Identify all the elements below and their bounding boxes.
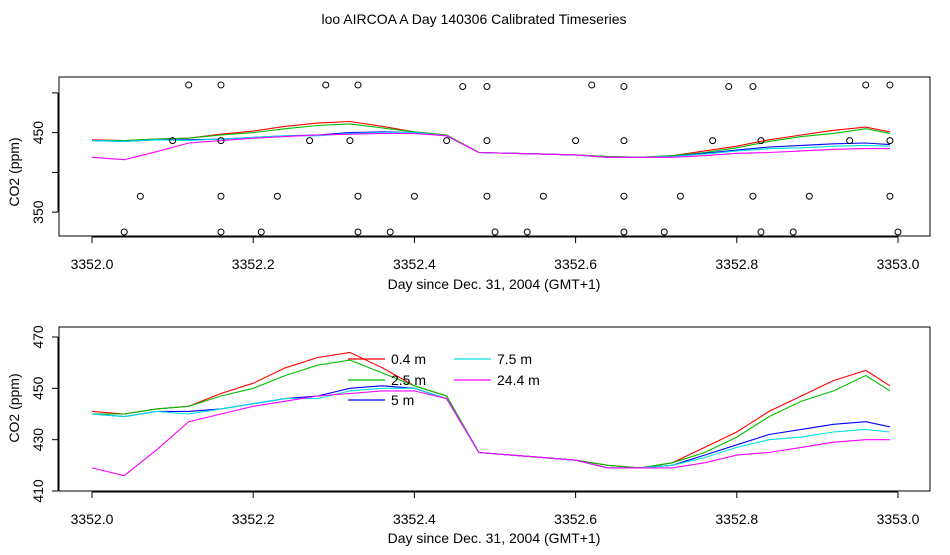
top-y-axis-label: CO2 (ppm) (6, 137, 22, 206)
top-point-marker (273, 192, 281, 200)
top-point-marker (709, 137, 717, 145)
top-point-marker (620, 192, 628, 200)
top-point-marker (354, 81, 362, 89)
top-point-marker (588, 81, 596, 89)
legend-label-24-4m: 24.4 m (497, 372, 540, 388)
bottom-axes: 3352.0 3352.2 3352.4 3352.6 3352.8 3353.0 410 4… (30, 325, 920, 527)
top-point-marker (120, 228, 128, 236)
top-point-marker (306, 137, 314, 145)
top-point-marker (846, 137, 854, 145)
top-point-marker (539, 192, 547, 200)
top-series-line-24-4m (91, 132, 890, 161)
top-point-marker (749, 83, 757, 91)
top-point-marker (322, 81, 330, 89)
bottom-x-tick-label: 3352.8 (715, 511, 758, 527)
bottom-y-tick-label: 430 (30, 428, 46, 452)
top-point-marker (217, 81, 225, 89)
top-point-marker (443, 137, 451, 145)
bottom-x-tick-label: 3352.0 (71, 511, 114, 527)
top-point-marker (862, 81, 870, 89)
legend-label-0-4m: 0.4 m (391, 351, 426, 367)
top-point-marker (483, 137, 491, 145)
bottom-x-tick-label: 3352.4 (393, 511, 436, 527)
top-point-marker (620, 83, 628, 91)
top-point-marker (620, 228, 628, 236)
bottom-y-tick-label: 410 (30, 479, 46, 503)
bottom-y-axis-label: CO2 (ppm) (6, 373, 22, 442)
top-point-marker (354, 192, 362, 200)
top-point-marker (660, 228, 668, 236)
legend-label-5m: 5 m (391, 392, 414, 408)
top-point-marker (523, 228, 531, 236)
top-point-marker (257, 228, 265, 236)
top-point-marker (136, 192, 144, 200)
top-point-marker (217, 192, 225, 200)
top-point-marker (459, 83, 467, 91)
legend-label-2-5m: 2.5 m (391, 372, 426, 388)
bottom-x-tick-label: 3353.0 (877, 511, 920, 527)
top-plot-frame (58, 76, 931, 237)
top-x-tick-label: 3352.6 (554, 256, 597, 272)
top-point-marker (789, 228, 797, 236)
top-x-tick-label: 3352.2 (232, 256, 275, 272)
bottom-plot-frame (58, 326, 931, 492)
chart-title: loo AIRCOA A Day 140306 Calibrated Times… (321, 11, 626, 27)
bottom-series-line-24-4m (91, 390, 890, 477)
top-point-marker (572, 137, 580, 145)
top-x-tick-label: 3352.0 (71, 256, 114, 272)
top-point-marker (805, 192, 813, 200)
top-point-marker (620, 137, 628, 145)
legend: 0.4 m 2.5 m 5 m 7.5 m 24.4 m (348, 351, 540, 408)
top-point-marker (757, 137, 765, 145)
legend-label-7-5m: 7.5 m (497, 351, 532, 367)
top-point-marker (886, 137, 894, 145)
bottom-series-line-5m (91, 385, 891, 469)
bottom-series-line-7-5m (91, 387, 890, 469)
top-point-marker (217, 137, 225, 145)
top-point-marker (354, 228, 362, 236)
top-panel: 3352.0 3352.2 3352.4 3352.6 3352.8 3353.0 350 4… (6, 76, 931, 292)
top-point-marker (410, 192, 418, 200)
top-point-marker (886, 81, 894, 89)
top-point-marker (725, 83, 733, 91)
top-x-tick-label: 3352.8 (715, 256, 758, 272)
top-point-marker (217, 228, 225, 236)
top-point-marker (757, 228, 765, 236)
bottom-marks (91, 351, 891, 477)
bottom-series-line-2-5m (92, 359, 891, 469)
top-y-tick-label: 450 (30, 121, 46, 145)
top-point-marker (491, 228, 499, 236)
top-axes: 3352.0 3352.2 3352.4 3352.6 3352.8 3353.0 350 4… (30, 92, 920, 272)
top-point-marker (483, 83, 491, 91)
top-marks (91, 81, 902, 236)
bottom-x-axis-label: Day since Dec. 31, 2004 (GMT+1) (388, 530, 601, 546)
top-y-tick-label: 350 (30, 200, 46, 224)
top-x-axis-label: Day since Dec. 31, 2004 (GMT+1) (388, 276, 601, 292)
bottom-y-tick-label: 470 (30, 325, 46, 349)
top-point-marker (483, 192, 491, 200)
top-point-marker (676, 192, 684, 200)
top-point-marker (386, 228, 394, 236)
top-x-tick-label: 3353.0 (877, 256, 920, 272)
top-point-marker (169, 137, 177, 145)
top-point-marker (185, 81, 193, 89)
bottom-panel: 3352.0 3352.2 3352.4 3352.6 3352.8 3353.0 410 4… (6, 325, 931, 546)
bottom-x-tick-label: 3352.2 (232, 511, 275, 527)
top-x-tick-label: 3352.4 (393, 256, 436, 272)
bottom-x-tick-label: 3352.6 (554, 511, 597, 527)
top-point-marker (749, 192, 757, 200)
top-point-marker (886, 192, 894, 200)
top-point-marker (346, 137, 354, 145)
bottom-y-tick-label: 450 (30, 376, 46, 400)
top-point-marker (894, 228, 902, 236)
